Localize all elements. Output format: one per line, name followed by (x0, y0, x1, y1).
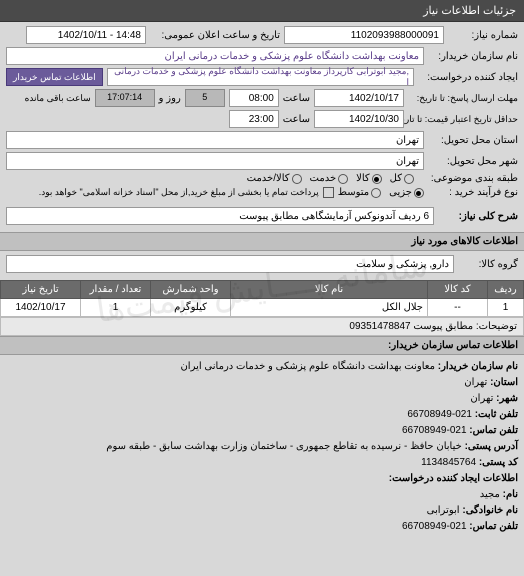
c-city-value: تهران (470, 393, 493, 404)
proc-medium-radio[interactable]: متوسط (338, 187, 381, 198)
cell-row: 1 (488, 299, 524, 317)
announce-label: تاریخ و ساعت اعلان عمومی: (150, 30, 280, 41)
items-section-header: اطلاعات کالاهای مورد نیاز (0, 232, 524, 251)
c-province-value: تهران (464, 377, 487, 388)
treasury-checkbox[interactable] (323, 187, 334, 198)
desc-value: مطابق پیوست 09351478847 (349, 321, 473, 332)
process-radio-group: جزیی متوسط (338, 187, 424, 198)
cat-service-radio[interactable]: خدمت (310, 173, 349, 184)
name-label: نام: (503, 489, 518, 500)
cat-goods-radio[interactable]: کالا (356, 173, 382, 184)
valid-time-field: 23:00 (229, 110, 279, 128)
reply-time-field: 08:00 (229, 89, 279, 107)
province-field: تهران (6, 131, 424, 149)
contact-section: نام سازمان خریدار: معاونت بهداشت دانشگاه… (0, 355, 524, 539)
city-field: تهران (6, 152, 424, 170)
col-unit: واحد شمارش (151, 281, 231, 299)
reply-date-field: 1402/10/17 (314, 89, 404, 107)
radio-icon (414, 188, 424, 198)
radio-icon (372, 174, 382, 184)
category-label: طبقه بندی موضوعی: (418, 173, 518, 184)
radio-icon (338, 174, 348, 184)
requester-label: ایجاد کننده درخواست: (418, 72, 518, 83)
address-label: آدرس پستی: (465, 441, 518, 452)
remain-field: 17:07:14 (95, 89, 155, 107)
cell-code: -- (428, 299, 488, 317)
mobile-label: تلفن تماس: (469, 521, 518, 532)
table-header-row: ردیف کد کالا نام کالا واحد شمارش تعداد /… (1, 281, 524, 299)
c-province-label: استان: (490, 377, 518, 388)
requester-field: ,مجید ابوترابی کارپرداز معاونت بهداشت دا… (107, 68, 414, 86)
remain-label: ساعت باقی مانده (25, 93, 91, 104)
radio-icon (371, 188, 381, 198)
province-label: استان محل تحویل: (428, 135, 518, 146)
category-radio-group: کل کالا خدمت کالا/خدمت (247, 173, 414, 184)
days-field: 5 (185, 89, 225, 107)
items-table: ردیف کد کالا نام کالا واحد شمارش تعداد /… (0, 280, 524, 317)
phone-label: تلفن ثابت: (475, 409, 518, 420)
valid-time-label: ساعت (283, 114, 310, 125)
group-label: گروه کالا: (458, 259, 518, 270)
valid-date-field: 1402/10/30 (314, 110, 404, 128)
announce-field: 14:48 - 1402/10/11 (26, 26, 146, 44)
radio-icon (292, 174, 302, 184)
window-title: جزئیات اطلاعات نیاز (423, 5, 516, 17)
buyer-label: نام سازمان خریدار: (428, 51, 518, 62)
need-no-field: 1102093988000091 (284, 26, 444, 44)
need-title-field: 6 ردیف آندونوکس آزمایشگاهی مطابق پیوست (6, 207, 434, 225)
proc-note: پرداخت تمام یا بخشی از مبلغ خرید,از محل … (39, 187, 319, 198)
postcode-value: 1134845764 (421, 457, 476, 468)
radio-icon (404, 174, 414, 184)
process-label: نوع فرآیند خرید : (428, 187, 518, 198)
org-value: معاونت بهداشت دانشگاه علوم پزشکی و خدمات… (180, 361, 435, 372)
postcode-label: کد پستی: (479, 457, 518, 468)
cell-date: 1402/10/17 (1, 299, 81, 317)
group-field: دارو, پزشکی و سلامت (6, 255, 454, 273)
contact-section-header: اطلاعات تماس سازمان خریدار: (0, 336, 524, 355)
reply-until-label: مهلت ارسال پاسخ: تا تاریخ: (408, 93, 518, 104)
col-date: تاریخ نیاز (1, 281, 81, 299)
city-label: شهر محل تحویل: (428, 156, 518, 167)
table-row[interactable]: 1 -- جلال الکل کیلوگرم 1 1402/10/17 (1, 299, 524, 317)
col-code: کد کالا (428, 281, 488, 299)
cell-unit: کیلوگرم (151, 299, 231, 317)
name-value: مجید (480, 489, 500, 500)
cell-qty: 1 (81, 299, 151, 317)
org-label: نام سازمان خریدار: (438, 361, 518, 372)
need-title-label: شرح کلی نیاز: (438, 211, 518, 222)
reply-time-label: ساعت (283, 93, 310, 104)
contact-buyer-button[interactable]: اطلاعات تماس خریدار (6, 68, 103, 86)
proc-small-radio[interactable]: جزیی (389, 187, 424, 198)
family-value: ابوترابی (427, 505, 460, 516)
cell-name: جلال الکل (231, 299, 428, 317)
requester-info-header: اطلاعات ایجاد کننده درخواست: (6, 471, 518, 487)
need-no-label: شماره نیاز: (448, 30, 518, 41)
col-name: نام کالا (231, 281, 428, 299)
mobile-value: 021-66708949 (402, 521, 467, 532)
family-label: نام خانوادگی: (462, 505, 518, 516)
form-area: شماره نیاز: 1102093988000091 تاریخ و ساع… (0, 22, 524, 232)
fax-value: 021-66708949 (402, 425, 467, 436)
cat-both-radio[interactable]: کالا/خدمت (247, 173, 302, 184)
cat-all-radio[interactable]: کل (390, 173, 414, 184)
description-bar: توضیحات: مطابق پیوست 09351478847 (0, 317, 524, 336)
fax-label: تلفن تماس: (469, 425, 518, 436)
window-titlebar: جزئیات اطلاعات نیاز (0, 0, 524, 22)
c-city-label: شهر: (496, 393, 518, 404)
phone-value: 021-66708949 (407, 409, 472, 420)
desc-label: توضیحات: (476, 321, 517, 332)
col-qty: تعداد / مقدار (81, 281, 151, 299)
buyer-field: معاونت بهداشت دانشگاه علوم پزشکی و خدمات… (6, 47, 424, 65)
address-value: خیابان حافظ - نرسیده به تقاطع جمهوری - س… (106, 441, 461, 452)
days-label: روز و (159, 93, 181, 104)
valid-until-label: حداقل تاریخ اعتبار قیمت: تا تاریخ: (408, 114, 518, 125)
col-row: ردیف (488, 281, 524, 299)
